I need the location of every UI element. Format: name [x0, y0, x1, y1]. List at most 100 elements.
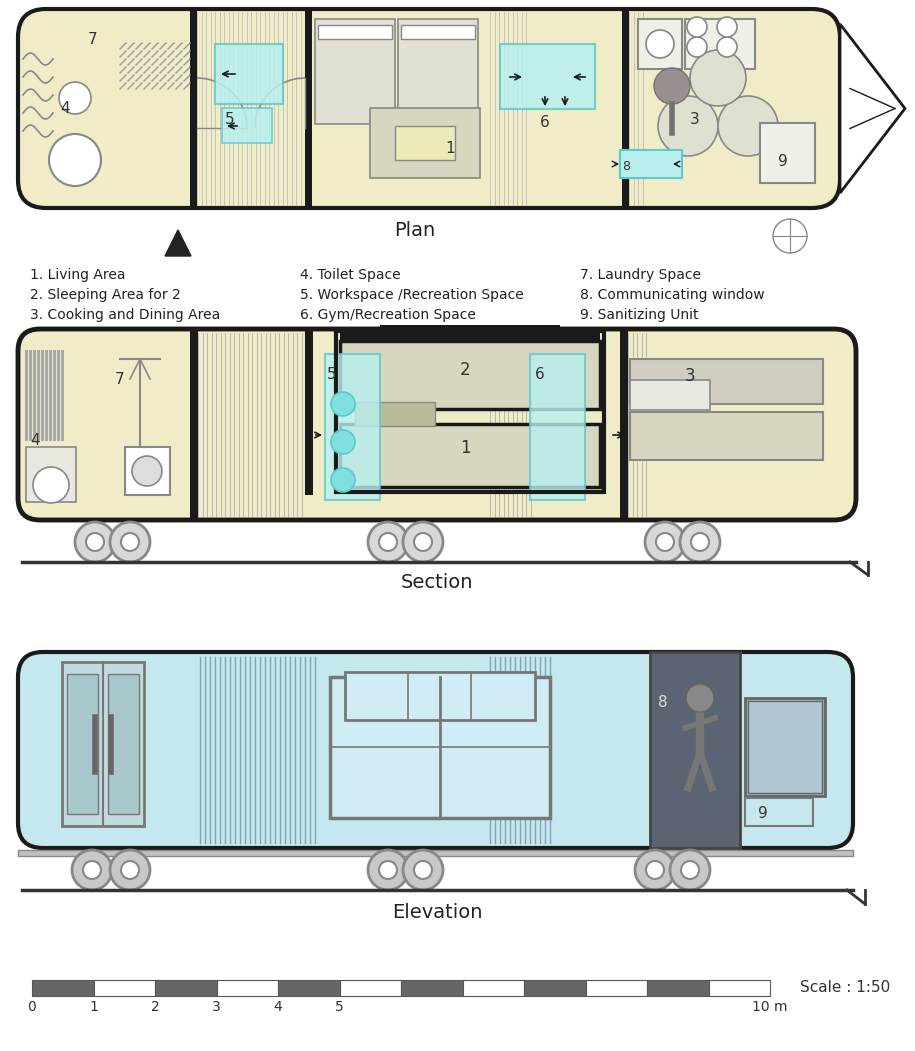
Circle shape [132, 456, 162, 486]
FancyBboxPatch shape [18, 329, 856, 520]
Circle shape [86, 533, 104, 551]
Bar [630, 380, 710, 410]
Bar [32, 980, 93, 996]
Bar [395, 126, 455, 160]
Circle shape [670, 850, 710, 890]
Text: 6. Gym/Recreation Space: 6. Gym/Recreation Space [300, 308, 476, 322]
Circle shape [718, 96, 778, 156]
Bar [190, 329, 198, 520]
Circle shape [690, 50, 746, 106]
Circle shape [403, 850, 443, 890]
Circle shape [414, 861, 432, 879]
Text: 4: 4 [60, 101, 70, 116]
Bar [745, 698, 825, 796]
Circle shape [121, 533, 139, 551]
Text: 3: 3 [212, 1000, 221, 1014]
Text: 7: 7 [88, 32, 98, 47]
Circle shape [656, 533, 674, 551]
Bar [401, 25, 475, 39]
Bar [340, 341, 600, 409]
Bar [748, 701, 822, 794]
Text: 5: 5 [327, 367, 337, 382]
Circle shape [686, 684, 714, 712]
Circle shape [654, 68, 690, 104]
Circle shape [110, 850, 150, 890]
Text: Elevation: Elevation [392, 903, 482, 922]
Bar [330, 677, 550, 818]
Bar [125, 447, 170, 495]
Circle shape [403, 522, 443, 562]
Text: 9: 9 [778, 154, 788, 169]
Circle shape [110, 522, 150, 562]
Circle shape [59, 82, 91, 114]
Text: 6: 6 [540, 115, 550, 130]
Text: 7. Laundry Space: 7. Laundry Space [580, 268, 701, 282]
Bar [620, 150, 682, 178]
Text: 0: 0 [27, 1000, 37, 1014]
Bar [108, 674, 139, 815]
Circle shape [773, 219, 807, 253]
Circle shape [368, 522, 408, 562]
Bar [155, 980, 217, 996]
Bar [530, 354, 585, 500]
Circle shape [72, 850, 112, 890]
Circle shape [691, 533, 709, 551]
Bar [93, 980, 155, 996]
Bar [345, 672, 535, 720]
Circle shape [121, 861, 139, 879]
Bar [217, 980, 278, 996]
Text: 5: 5 [225, 112, 234, 127]
Bar [340, 329, 600, 341]
Bar [67, 674, 98, 815]
Bar [370, 108, 480, 178]
Text: 6: 6 [535, 367, 544, 382]
Text: 3: 3 [690, 112, 700, 127]
Bar [62, 662, 144, 826]
Bar [630, 412, 823, 460]
Text: 9. Sanitizing Unit: 9. Sanitizing Unit [580, 308, 698, 322]
Bar [524, 980, 586, 996]
Bar [190, 9, 197, 208]
Text: 8. Communicating window: 8. Communicating window [580, 288, 765, 302]
Text: 2. Sleeping Area for 2: 2. Sleeping Area for 2 [30, 288, 181, 302]
Text: Plan: Plan [394, 221, 436, 240]
Bar [18, 850, 853, 856]
Circle shape [379, 861, 397, 879]
Bar [622, 9, 629, 208]
Text: 4: 4 [30, 433, 39, 448]
Circle shape [646, 30, 674, 58]
Bar [647, 980, 708, 996]
Bar [620, 329, 628, 520]
Bar [305, 329, 313, 495]
Circle shape [379, 533, 397, 551]
Text: 7: 7 [115, 372, 124, 387]
Bar [630, 359, 823, 404]
Bar [685, 19, 755, 69]
Bar [401, 980, 462, 996]
Bar [336, 331, 604, 492]
Text: 8: 8 [622, 160, 630, 173]
Bar [222, 108, 272, 143]
Text: 1: 1 [445, 141, 455, 156]
Circle shape [681, 861, 699, 879]
Circle shape [680, 522, 720, 562]
FancyBboxPatch shape [18, 9, 840, 208]
Text: 8: 8 [658, 695, 668, 710]
Bar [650, 652, 740, 848]
Text: 9: 9 [758, 806, 768, 821]
Bar [325, 354, 380, 500]
Text: 2: 2 [459, 360, 470, 379]
Circle shape [331, 392, 355, 416]
Bar [340, 424, 600, 487]
Circle shape [368, 850, 408, 890]
Bar [638, 19, 682, 69]
Bar [315, 19, 395, 124]
Circle shape [75, 522, 115, 562]
Bar [305, 9, 312, 208]
Circle shape [83, 861, 101, 879]
Text: 1: 1 [459, 439, 470, 457]
Circle shape [635, 850, 675, 890]
Circle shape [717, 17, 737, 37]
FancyBboxPatch shape [18, 652, 853, 848]
Circle shape [331, 430, 355, 454]
